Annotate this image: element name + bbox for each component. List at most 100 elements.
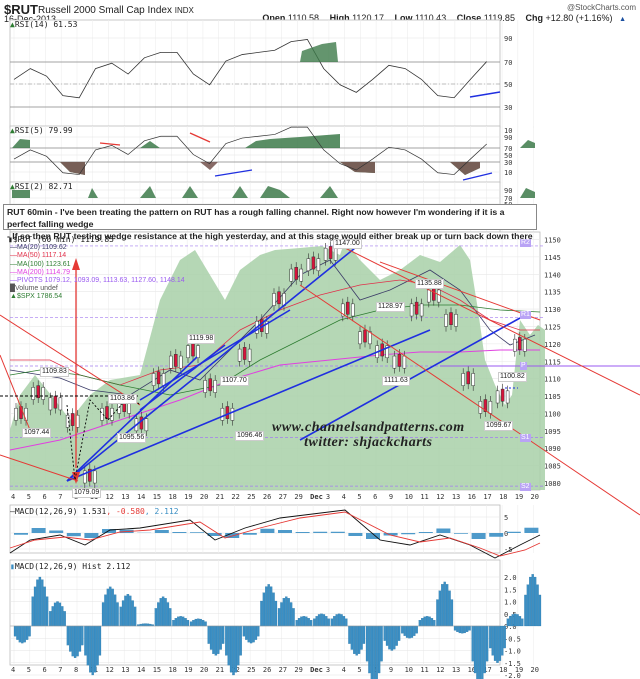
hist-bar	[104, 595, 106, 626]
hist-bar	[270, 587, 272, 626]
hist-bar	[14, 626, 16, 636]
hist-bar	[162, 597, 164, 626]
candle	[209, 379, 212, 391]
candle	[111, 408, 114, 420]
hist-bar	[81, 626, 83, 645]
price-label: 1097.44	[22, 428, 51, 438]
hist-bar	[240, 626, 242, 655]
macd-hist-bar	[296, 532, 310, 533]
hist-bar	[228, 626, 230, 665]
hist-bar	[411, 626, 413, 638]
hist-bar	[391, 626, 393, 651]
candle	[59, 398, 62, 410]
hist-bar	[336, 614, 338, 626]
hist-bar	[524, 595, 526, 626]
hist-bar	[419, 620, 421, 626]
hist-bar	[481, 626, 483, 679]
hist-bar	[496, 626, 498, 663]
date-tick: 17	[483, 493, 491, 501]
price-tick: 1105	[544, 393, 561, 401]
hist-bar	[19, 626, 21, 642]
date-tick: 6	[373, 493, 377, 501]
hist-bar	[102, 602, 104, 626]
hist-bar	[46, 597, 48, 626]
candle	[462, 373, 465, 385]
price-label: 1147.00	[333, 239, 362, 249]
price-tick: 1150	[544, 236, 561, 244]
hist-bar	[376, 626, 378, 679]
legend-ma20: —MA(20) 1109.62	[10, 244, 185, 252]
candle	[300, 269, 303, 281]
hist-bar	[516, 614, 518, 626]
date-tick: 12	[105, 666, 113, 674]
watermark-twitter: twitter: shjackcharts	[272, 435, 465, 450]
hist-bar	[384, 626, 386, 641]
hist-bar	[175, 618, 177, 626]
candle	[513, 339, 516, 351]
hist-bar	[278, 608, 280, 626]
candle	[364, 330, 367, 342]
date-tick: 3	[326, 493, 330, 501]
svg-text:90: 90	[504, 187, 512, 195]
hist-bar	[120, 607, 122, 626]
hist-bar	[501, 626, 503, 655]
hist-bar	[303, 616, 305, 626]
svg-text:5: 5	[504, 514, 508, 522]
candle	[398, 354, 401, 366]
legend-label: PIVOTS 1079.12, 1093.09, 1113.63, 1127.6…	[17, 277, 185, 284]
hist-bar	[426, 616, 428, 626]
macd-hist-bar	[348, 533, 362, 536]
hist-bar	[386, 626, 388, 646]
hist-bar	[343, 616, 345, 626]
pivot-tag: R2	[520, 239, 531, 247]
candle	[427, 290, 430, 302]
hist-bar	[250, 626, 252, 643]
candle	[455, 314, 458, 326]
candle	[307, 259, 310, 271]
hist-bar	[316, 616, 318, 626]
macd-hist-bar	[313, 532, 327, 533]
candle	[351, 304, 354, 316]
line-swatch-icon: —	[10, 269, 17, 276]
pivot-tag: S1	[520, 434, 531, 442]
rsi5-title: ▲RSI(5) 79.99	[10, 126, 73, 135]
rsi2-title-text: RSI(2) 82.71	[15, 182, 73, 191]
date-tick: 11	[420, 666, 428, 674]
hist-bar	[232, 626, 234, 675]
candle	[106, 406, 109, 418]
price-tick: 1100	[544, 410, 561, 418]
date-tick: 5	[27, 666, 31, 674]
hist-bar	[298, 618, 300, 626]
hist-bar	[39, 577, 41, 626]
hist-bar	[208, 626, 210, 644]
legend-volume: █Volume undef	[10, 285, 185, 293]
hist-bar	[398, 626, 400, 641]
candle	[214, 380, 217, 392]
macd-hist-bar	[84, 533, 98, 538]
date-tick: 5	[357, 493, 361, 501]
candle	[496, 391, 499, 403]
hist-bar	[49, 611, 51, 626]
hist-bar	[484, 626, 486, 673]
hist-bar	[92, 626, 94, 675]
date-tick: 18	[168, 666, 176, 674]
price-label: 1107.70	[220, 376, 249, 386]
candle	[445, 314, 448, 326]
hist-bar	[366, 626, 368, 661]
hist-bar	[144, 624, 146, 626]
price-label: 1119.98	[187, 334, 215, 344]
candle	[273, 293, 276, 305]
hist-bar	[358, 626, 360, 654]
svg-text:1.5: 1.5	[504, 586, 517, 594]
date-tick: 25	[247, 666, 255, 674]
hist-bar	[536, 585, 538, 626]
date-tick: 14	[137, 493, 145, 501]
macd-hist-bar	[32, 528, 46, 533]
hist-bar	[521, 619, 523, 626]
candle	[393, 356, 396, 368]
candle	[501, 389, 504, 401]
hist-bar	[539, 595, 541, 626]
candle	[157, 372, 160, 384]
hist-bar	[52, 606, 54, 626]
hist-bar	[84, 626, 86, 655]
